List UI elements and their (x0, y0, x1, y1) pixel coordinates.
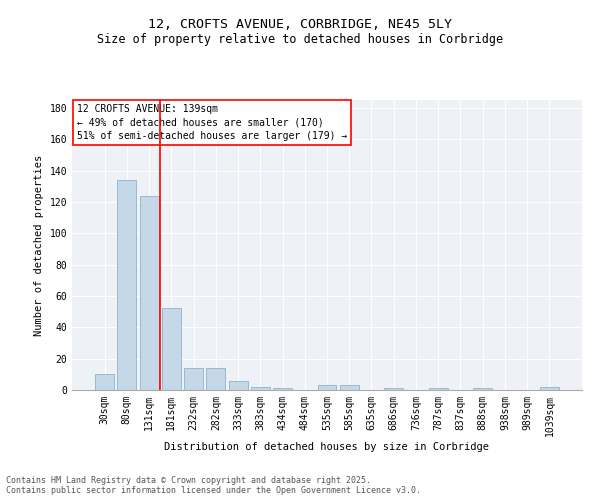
Bar (473, 388, 492, 390)
Bar (429, 388, 448, 390)
Bar (162, 308, 181, 390)
Bar (140, 196, 158, 390)
Bar (540, 387, 559, 390)
Text: 12 CROFTS AVENUE: 139sqm
← 49% of detached houses are smaller (170)
51% of semi-: 12 CROFTS AVENUE: 139sqm ← 49% of detach… (77, 104, 347, 141)
Bar (95, 374, 114, 390)
Bar (273, 388, 292, 390)
Bar (118, 180, 136, 390)
Bar (317, 386, 337, 390)
X-axis label: Distribution of detached houses by size in Corbridge: Distribution of detached houses by size … (164, 442, 490, 452)
Bar (384, 388, 403, 390)
Bar (340, 386, 359, 390)
Text: Size of property relative to detached houses in Corbridge: Size of property relative to detached ho… (97, 32, 503, 46)
Text: Contains HM Land Registry data © Crown copyright and database right 2025.
Contai: Contains HM Land Registry data © Crown c… (6, 476, 421, 495)
Text: 12, CROFTS AVENUE, CORBRIDGE, NE45 5LY: 12, CROFTS AVENUE, CORBRIDGE, NE45 5LY (148, 18, 452, 30)
Y-axis label: Number of detached properties: Number of detached properties (34, 154, 44, 336)
Bar (184, 368, 203, 390)
Bar (251, 387, 270, 390)
Bar (206, 368, 225, 390)
Bar (229, 380, 248, 390)
